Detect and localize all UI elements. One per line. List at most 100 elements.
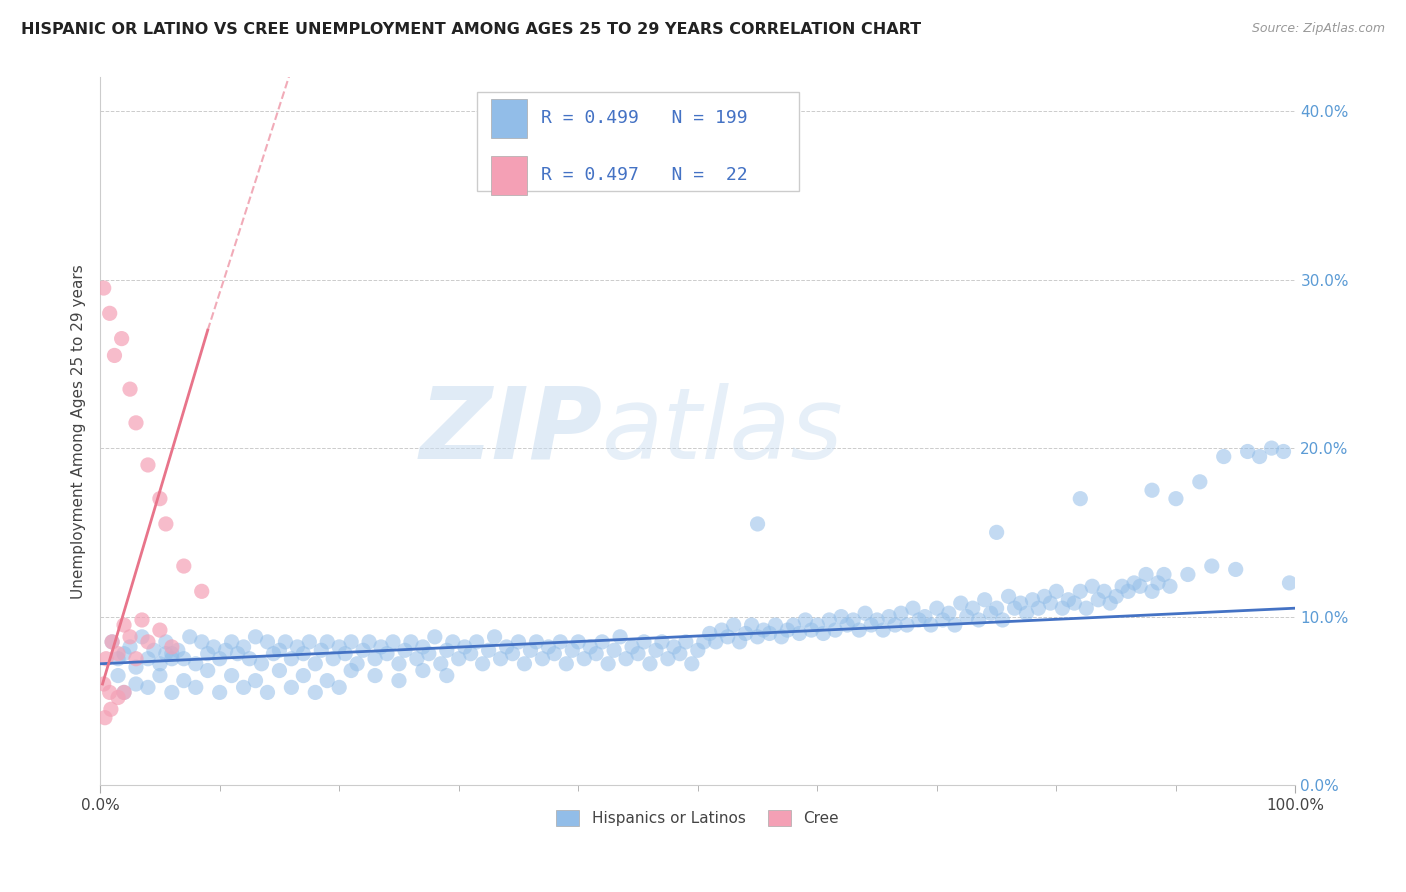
Point bbox=[908, 613, 931, 627]
Point bbox=[478, 643, 501, 657]
Point bbox=[806, 618, 828, 632]
Point bbox=[118, 382, 141, 396]
Point bbox=[627, 647, 650, 661]
Point bbox=[645, 643, 668, 657]
Point bbox=[447, 651, 470, 665]
Point bbox=[340, 664, 363, 678]
Text: R = 0.499   N = 199: R = 0.499 N = 199 bbox=[541, 110, 748, 128]
Point bbox=[675, 635, 697, 649]
Point bbox=[304, 685, 326, 699]
Point bbox=[537, 640, 560, 654]
Point bbox=[382, 635, 405, 649]
Point bbox=[747, 630, 769, 644]
Point bbox=[1278, 575, 1301, 590]
Point bbox=[292, 647, 315, 661]
Point bbox=[508, 635, 530, 649]
Point bbox=[1069, 491, 1091, 506]
Point bbox=[250, 657, 273, 671]
Y-axis label: Unemployment Among Ages 25 to 29 years: Unemployment Among Ages 25 to 29 years bbox=[72, 264, 86, 599]
Point bbox=[149, 657, 172, 671]
Point bbox=[901, 601, 924, 615]
Point bbox=[118, 630, 141, 644]
Point bbox=[567, 635, 589, 649]
Point bbox=[465, 635, 488, 649]
Point bbox=[728, 635, 751, 649]
Point bbox=[1236, 444, 1258, 458]
Point bbox=[166, 643, 188, 657]
Point bbox=[914, 609, 936, 624]
Point bbox=[93, 677, 115, 691]
Point bbox=[399, 635, 422, 649]
Point bbox=[603, 643, 626, 657]
Point bbox=[484, 630, 506, 644]
Point bbox=[614, 651, 637, 665]
Point bbox=[430, 657, 453, 671]
Point bbox=[758, 626, 780, 640]
Point bbox=[190, 584, 212, 599]
Point bbox=[221, 635, 243, 649]
Point bbox=[352, 643, 374, 657]
Point bbox=[364, 651, 387, 665]
Point bbox=[699, 626, 721, 640]
Point bbox=[752, 623, 775, 637]
Point bbox=[131, 613, 153, 627]
Point bbox=[316, 673, 339, 688]
Point bbox=[1140, 483, 1163, 498]
Point bbox=[359, 635, 381, 649]
Point bbox=[285, 640, 308, 654]
Point bbox=[298, 635, 321, 649]
Text: atlas: atlas bbox=[602, 383, 844, 480]
Point bbox=[872, 623, 894, 637]
Point bbox=[112, 685, 135, 699]
Point bbox=[925, 601, 948, 615]
Point bbox=[112, 618, 135, 632]
Point bbox=[388, 657, 411, 671]
Point bbox=[1188, 475, 1211, 489]
Point bbox=[1105, 590, 1128, 604]
Point bbox=[125, 660, 148, 674]
Point bbox=[513, 657, 536, 671]
Point bbox=[1092, 584, 1115, 599]
Point bbox=[920, 618, 942, 632]
Point bbox=[160, 651, 183, 665]
Point bbox=[1135, 567, 1157, 582]
Point bbox=[824, 623, 846, 637]
Point bbox=[747, 516, 769, 531]
Point bbox=[574, 651, 596, 665]
Point bbox=[489, 651, 512, 665]
Point bbox=[734, 626, 756, 640]
Point bbox=[100, 702, 122, 716]
Point bbox=[125, 416, 148, 430]
Point bbox=[585, 647, 607, 661]
Point bbox=[1147, 575, 1170, 590]
Point bbox=[550, 635, 572, 649]
Point bbox=[208, 685, 231, 699]
Point bbox=[1004, 601, 1026, 615]
Point bbox=[704, 635, 727, 649]
Point bbox=[94, 711, 117, 725]
Point bbox=[973, 592, 995, 607]
Point bbox=[471, 657, 494, 671]
Point bbox=[638, 657, 661, 671]
Point bbox=[1116, 584, 1139, 599]
Point bbox=[949, 596, 972, 610]
Point bbox=[986, 525, 1008, 540]
Point bbox=[94, 651, 117, 665]
Point bbox=[155, 635, 177, 649]
Point bbox=[1057, 592, 1080, 607]
Point bbox=[830, 609, 852, 624]
Point bbox=[657, 651, 679, 665]
Point bbox=[370, 640, 392, 654]
Point bbox=[519, 643, 541, 657]
Point bbox=[651, 635, 673, 649]
Point bbox=[943, 618, 966, 632]
Point bbox=[591, 635, 613, 649]
Point bbox=[160, 685, 183, 699]
Point bbox=[112, 647, 135, 661]
Point bbox=[93, 281, 115, 295]
Point bbox=[800, 623, 823, 637]
Point bbox=[633, 635, 655, 649]
Point bbox=[896, 618, 918, 632]
Point bbox=[256, 685, 278, 699]
Point bbox=[214, 643, 236, 657]
